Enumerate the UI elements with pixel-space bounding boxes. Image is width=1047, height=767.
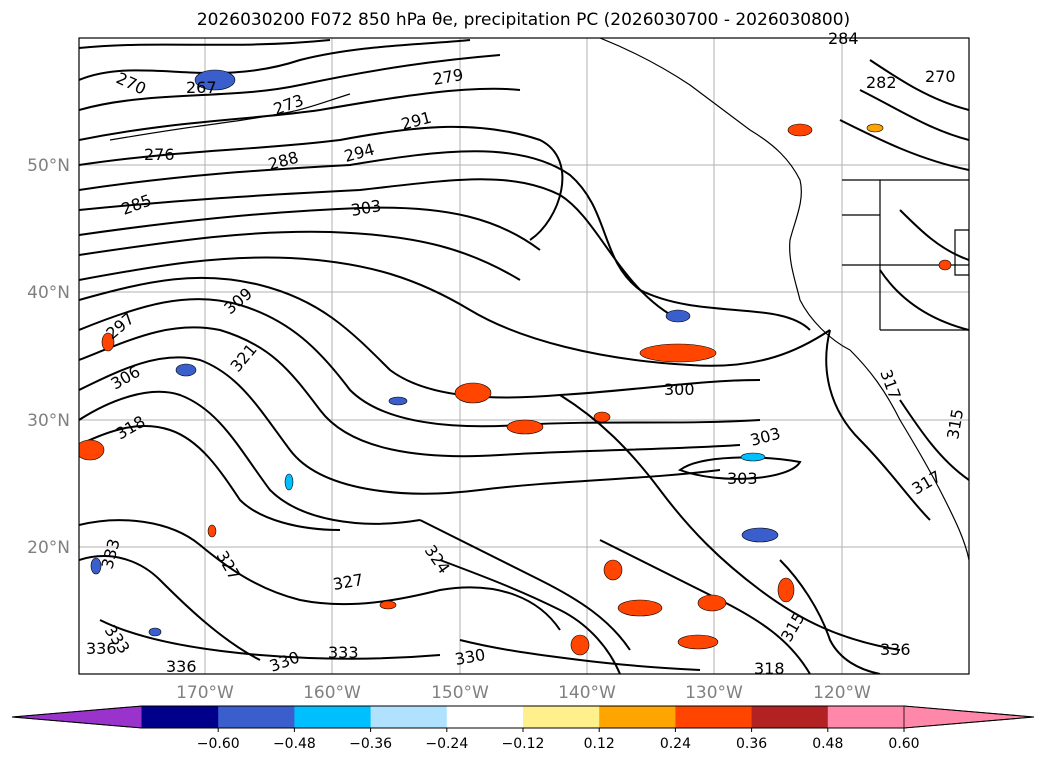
- contour-label: 267: [186, 78, 217, 97]
- longitude-label: 170°W: [176, 683, 234, 703]
- contour-label: 276: [144, 145, 175, 164]
- colorbar-tick-label: 0.12: [584, 736, 615, 752]
- colorbar-segments: [11, 705, 1035, 729]
- colorbar-tick-label: 0.60: [888, 736, 919, 752]
- longitude-label: 160°W: [303, 683, 361, 703]
- colorbar-segment: [523, 706, 600, 728]
- colorbar: −0.60 −0.48 −0.36 −0.24 −0.12 0.12 0.24 0.36 0.4…: [11, 705, 1035, 752]
- map-title: 2026030200 F072 850 hPa θe, precipitatio…: [196, 10, 851, 30]
- latitude-label: 50°N: [27, 156, 70, 176]
- latitude-axis: 50°N 40°N 30°N 20°N: [27, 156, 70, 558]
- contour-label: 318: [754, 659, 785, 678]
- colorbar-outline: [11, 705, 1035, 729]
- colorbar-extend-low: [11, 705, 143, 729]
- colorbar-tick-label: −0.48: [273, 736, 316, 752]
- coastlines: [109, 38, 969, 561]
- colorbar-segment: [370, 706, 448, 728]
- colorbar-tick-label: −0.60: [197, 736, 240, 752]
- longitude-axis: 170°W 160°W 150°W 140°W 130°W 120°W: [176, 683, 871, 703]
- colorbar-segment: [751, 706, 829, 728]
- colorbar-tick-label: 0.48: [812, 736, 843, 752]
- colorbar-segment: [218, 706, 295, 728]
- latitude-label: 30°N: [27, 411, 70, 431]
- longitude-label: 120°W: [813, 683, 871, 703]
- precipitation-shading: [79, 69, 952, 656]
- colorbar-extend-high: [903, 705, 1035, 729]
- latitude-label: 20°N: [27, 538, 70, 558]
- colorbar-tick-label: 0.36: [736, 736, 767, 752]
- contour-label: 270: [925, 67, 956, 86]
- contour-label: 336: [86, 639, 117, 658]
- contour-label: 303: [727, 469, 758, 488]
- contour-label: 282: [866, 73, 897, 92]
- longitude-label: 140°W: [558, 683, 616, 703]
- contour-label: 333: [328, 643, 359, 662]
- latitude-label: 40°N: [27, 283, 70, 303]
- theta-e-contours: [79, 39, 969, 674]
- colorbar-tick-label: −0.12: [502, 736, 545, 752]
- colorbar-segment: [446, 706, 524, 728]
- colorbar-tick-label: −0.24: [425, 736, 468, 752]
- contour-label: 336: [166, 657, 197, 676]
- colorbar-ticks: −0.60 −0.48 −0.36 −0.24 −0.12 0.12 0.24 0.36 0.4…: [197, 728, 920, 752]
- contour-label: 300: [664, 380, 695, 399]
- colorbar-segment: [827, 706, 905, 728]
- colorbar-segment: [599, 706, 676, 728]
- colorbar-tick-label: 0.24: [660, 736, 691, 752]
- map-panel: 270 267 273 279 284 282 270 276 288 291 …: [78, 29, 970, 678]
- contour-label: 336: [880, 640, 911, 659]
- colorbar-tick-label: −0.36: [349, 736, 392, 752]
- longitude-label: 150°W: [431, 683, 489, 703]
- colorbar-segment: [294, 706, 372, 728]
- longitude-label: 130°W: [685, 683, 743, 703]
- colorbar-segment: [675, 706, 753, 728]
- colorbar-segment: [142, 706, 219, 728]
- map-frame: [78, 37, 970, 675]
